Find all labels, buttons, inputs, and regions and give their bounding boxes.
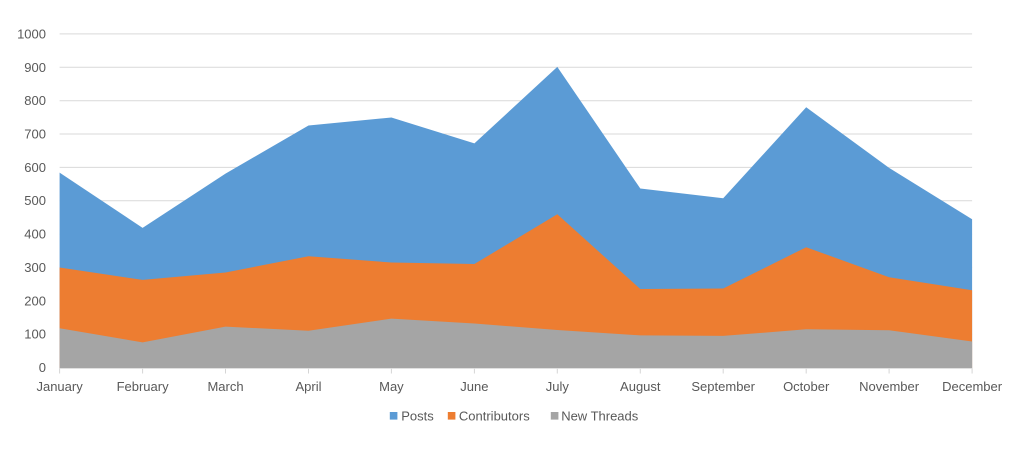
svg-text:600: 600 [24,160,46,175]
svg-text:September: September [691,379,755,394]
svg-text:April: April [295,379,321,394]
svg-text:700: 700 [24,127,46,142]
svg-text:Contributors: Contributors [459,408,530,423]
svg-text:January: January [36,379,83,394]
svg-text:August: August [620,379,661,394]
svg-text:May: May [379,379,404,394]
svg-text:June: June [460,379,488,394]
svg-text:New Threads: New Threads [561,408,639,423]
svg-text:July: July [546,379,570,394]
svg-text:300: 300 [24,260,46,275]
svg-text:200: 200 [24,293,46,308]
svg-text:400: 400 [24,227,46,242]
svg-text:February: February [117,379,170,394]
svg-text:900: 900 [24,60,46,75]
svg-text:November: November [859,379,920,394]
svg-text:100: 100 [24,327,46,342]
svg-text:December: December [942,379,1003,394]
svg-text:500: 500 [24,193,46,208]
svg-text:1000: 1000 [17,26,46,41]
svg-text:Posts: Posts [401,408,434,423]
svg-text:800: 800 [24,93,46,108]
svg-text:October: October [783,379,830,394]
svg-text:0: 0 [39,360,46,375]
svg-text:March: March [207,379,243,394]
